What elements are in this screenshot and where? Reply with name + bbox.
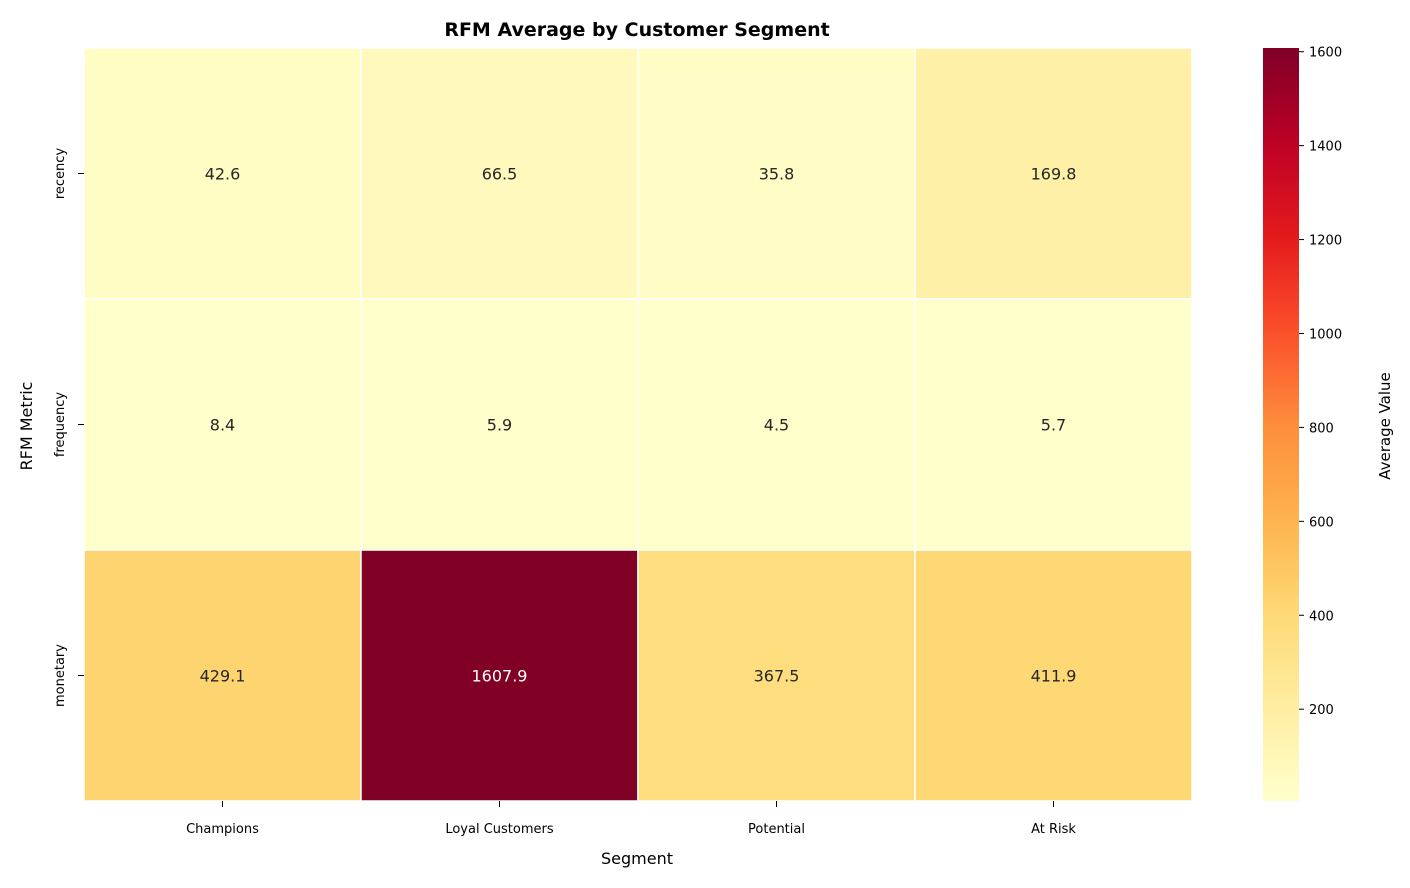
heatmap-cell [914,47,1193,300]
chart-title: RFM Average by Customer Segment [444,19,829,41]
colorbar-label: Average Value [1376,372,1394,480]
cell-value-label: 429.1 [200,667,246,686]
colorbar-scale [1263,48,1299,801]
x-axis-ticks: Champions Loyal Customers Potential At Risk [186,801,1076,837]
cell-value-label: 5.7 [1041,416,1066,435]
y-tick-label: frequency [53,392,68,458]
cell-value-label: 42.6 [205,165,241,184]
y-tick-label: recency [53,148,68,200]
x-tick-label: Champions [186,822,259,837]
x-tick-label: Potential [748,822,805,837]
cell-value-label: 66.5 [482,165,518,184]
cell-value-label: 8.4 [210,416,235,435]
heatmap-cell [83,298,362,551]
colorbar-tick-label: 1600 [1309,46,1342,61]
colorbar: 200 400 600 800 1000 1200 1400 1600 [1263,46,1342,801]
colorbar-tick-label: 600 [1309,515,1334,530]
cell-value-label: 5.9 [487,416,512,435]
y-tick-label: monetary [53,644,68,707]
cell-value-label: 1607.9 [472,667,528,686]
x-tick-label: Loyal Customers [445,822,554,837]
colorbar-tick-label: 1000 [1309,327,1342,342]
cell-value-label: 411.9 [1031,667,1077,686]
heatmap-cell [637,47,916,300]
colorbar-tick-label: 200 [1309,703,1334,718]
cell-value-label: 169.8 [1031,165,1077,184]
x-tick-label: At Risk [1031,822,1076,837]
x-axis-label: Segment [601,849,673,868]
cell-value-label: 4.5 [764,416,789,435]
heatmap-cell [637,298,916,551]
heatmap-cells: 42.6 66.5 35.8 169.8 8.4 5.9 4.5 5.7 429.1 1607.9… [83,47,1193,802]
heatmap-cell [914,549,1193,802]
colorbar-tick-label: 1400 [1309,140,1342,155]
colorbar-tick-label: 1200 [1309,234,1342,249]
colorbar-tick-label: 400 [1309,609,1334,624]
y-axis-ticks: recency frequency monetary [53,148,84,707]
cell-value-label: 367.5 [754,667,800,686]
heatmap-cell [914,298,1193,551]
y-axis-label: RFM Metric [17,382,36,471]
heatmap-cell [360,47,639,300]
heatmap-cell [83,47,362,300]
cell-value-label: 35.8 [759,165,795,184]
heatmap-cell [360,549,639,802]
colorbar-tick-label: 800 [1309,421,1334,436]
heatmap-cell [360,298,639,551]
